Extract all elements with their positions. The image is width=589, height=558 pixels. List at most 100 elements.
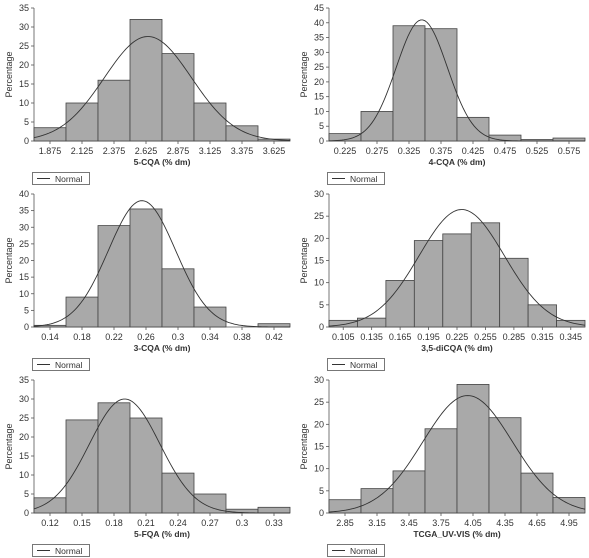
- y-tick-label: 5: [319, 121, 324, 131]
- y-tick-label: 25: [19, 413, 29, 423]
- y-axis-label: Percentage: [299, 237, 309, 283]
- x-tick-label: 0.18: [105, 518, 123, 528]
- x-axis-label: 4-CQA (% dm): [429, 157, 486, 167]
- x-tick-label: 0.33: [265, 518, 283, 528]
- histogram-bar: [520, 472, 554, 514]
- histogram-chart: 0 5 10 15 20 25 30 0.105 0.135 0.165 0.195 0.225 0.2…: [299, 189, 586, 353]
- histogram-bar: [225, 125, 259, 142]
- x-tick-label: 0.275: [366, 146, 389, 156]
- histogram-bar: [527, 304, 557, 328]
- y-tick-label: 15: [19, 451, 29, 461]
- histogram-bar: [392, 25, 426, 142]
- x-tick-label: 3.75: [432, 518, 450, 528]
- y-tick-label: 35: [314, 33, 324, 43]
- y-tick-label: 25: [19, 239, 29, 249]
- y-tick-label: 0: [319, 322, 324, 332]
- histogram-bar: [161, 53, 195, 142]
- x-tick-label: 0.475: [494, 146, 517, 156]
- histogram-bar: [456, 116, 490, 142]
- histogram-chart: 0 5 10 15 20 25 30 2.85 3.15 3.45 3.75 4.05 4.35 4.65…: [299, 375, 586, 539]
- y-tick-label: 20: [314, 233, 324, 243]
- y-tick-label: 5: [24, 489, 29, 499]
- y-axis-label: Percentage: [299, 423, 309, 469]
- y-tick-label: 35: [19, 206, 29, 216]
- legend-line-swatch: [332, 364, 345, 365]
- y-tick-label: 25: [19, 41, 29, 51]
- y-tick-label: 0: [24, 322, 29, 332]
- x-tick-label: 0.14: [41, 332, 59, 342]
- legend: Normal: [32, 544, 90, 557]
- histogram-bar: [257, 506, 291, 514]
- y-tick-label: 10: [314, 464, 324, 474]
- y-tick-label: 0: [319, 136, 324, 146]
- y-tick-label: 35: [19, 3, 29, 13]
- x-tick-label: 3.375: [231, 146, 254, 156]
- y-tick-label: 45: [314, 3, 324, 13]
- histogram-chart: 0 5 10 15 20 25 30 35 40 0.14 0.18 0.22 0.26 0.3 0.34 0…: [4, 189, 291, 353]
- x-tick-label: 0.345: [560, 332, 583, 342]
- x-tick-label: 3.15: [368, 518, 386, 528]
- histogram-bar: [556, 319, 586, 328]
- x-tick-label: 0.21: [137, 518, 155, 528]
- y-tick-label: 30: [314, 47, 324, 57]
- x-tick-label: 1.875: [39, 146, 62, 156]
- histogram-panel: 0 5 10 15 20 25 30 0.105 0.135 0.165 0.195 0.225 0.2…: [295, 186, 589, 372]
- histogram-bar: [129, 18, 163, 142]
- y-tick-label: 30: [314, 189, 324, 199]
- histogram-bar: [97, 79, 131, 142]
- x-tick-label: 0.225: [446, 332, 469, 342]
- x-tick-label: 0.575: [558, 146, 581, 156]
- normal-curve: [33, 398, 290, 514]
- x-tick-label: 2.125: [71, 146, 94, 156]
- legend-label: Normal: [350, 173, 378, 184]
- x-tick-label: 0.22: [105, 332, 123, 342]
- legend-label: Normal: [350, 545, 378, 556]
- y-tick-label: 10: [19, 289, 29, 299]
- normal-curve: [328, 19, 585, 142]
- y-tick-label: 40: [19, 189, 29, 199]
- legend-line-swatch: [37, 178, 50, 179]
- histogram-panel: 0 5 10 15 20 25 30 35 40 45 0.225 0.275 0.325 0.375 0.…: [295, 0, 589, 186]
- x-tick-label: 0.375: [430, 146, 453, 156]
- x-tick-label: 0.3: [236, 518, 249, 528]
- x-tick-label: 0.105: [332, 332, 355, 342]
- x-tick-label: 0.18: [73, 332, 91, 342]
- x-tick-label: 2.375: [103, 146, 126, 156]
- histogram-bar: [328, 499, 362, 514]
- x-tick-label: 4.65: [528, 518, 546, 528]
- x-tick-label: 0.38: [233, 332, 251, 342]
- histogram-bar: [33, 127, 67, 142]
- y-tick-label: 15: [314, 256, 324, 266]
- y-axis-label: Percentage: [4, 237, 14, 283]
- y-tick-label: 20: [314, 419, 324, 429]
- histogram-bar: [424, 28, 458, 142]
- legend-line-swatch: [332, 550, 345, 551]
- y-tick-label: 20: [19, 256, 29, 266]
- histogram-bar: [97, 225, 131, 328]
- x-tick-label: 4.35: [496, 518, 514, 528]
- x-tick-label: 0.165: [389, 332, 412, 342]
- histogram-bar: [129, 417, 163, 514]
- x-tick-label: 0.42: [265, 332, 283, 342]
- y-tick-label: 10: [19, 470, 29, 480]
- histogram-bar: [360, 488, 394, 514]
- y-tick-label: 10: [314, 278, 324, 288]
- legend-line-swatch: [37, 364, 50, 365]
- legend-label: Normal: [350, 359, 378, 370]
- x-axis-label: 5-FQA (% dm): [134, 529, 190, 539]
- legend-label: Normal: [55, 545, 83, 556]
- y-tick-label: 0: [319, 508, 324, 518]
- x-tick-label: 0.12: [41, 518, 59, 528]
- normal-curve: [33, 200, 290, 328]
- histogram-bar: [442, 233, 472, 328]
- x-tick-label: 3.45: [400, 518, 418, 528]
- y-tick-label: 20: [19, 432, 29, 442]
- x-tick-label: 4.95: [560, 518, 578, 528]
- y-tick-label: 5: [24, 117, 29, 127]
- y-tick-label: 30: [19, 394, 29, 404]
- y-tick-label: 30: [19, 22, 29, 32]
- y-tick-label: 5: [319, 486, 324, 496]
- y-tick-label: 20: [314, 77, 324, 87]
- y-tick-label: 30: [19, 222, 29, 232]
- y-axis-label: Percentage: [4, 423, 14, 469]
